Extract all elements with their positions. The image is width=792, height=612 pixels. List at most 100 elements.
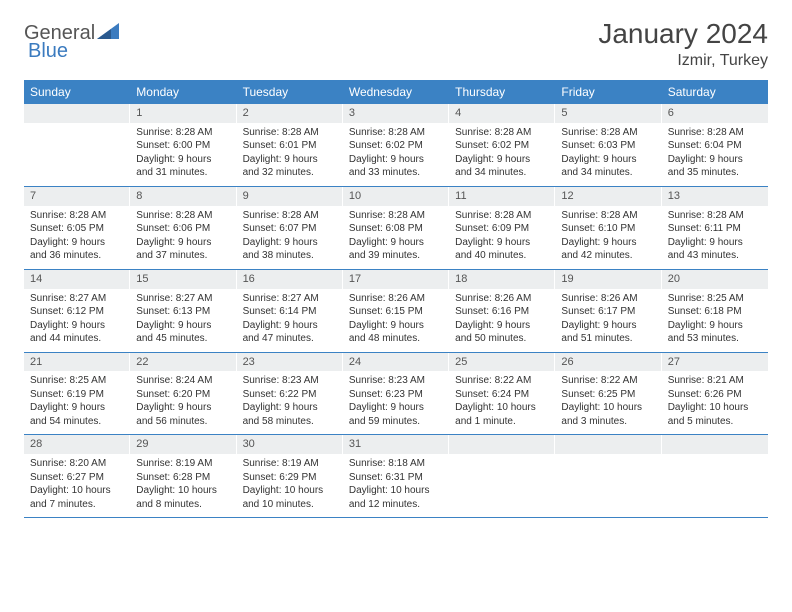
day-number: 21 <box>24 353 130 372</box>
day-cell: 9Sunrise: 8:28 AMSunset: 6:07 PMDaylight… <box>237 187 343 269</box>
day-body <box>555 454 661 463</box>
day-cell: 29Sunrise: 8:19 AMSunset: 6:28 PMDayligh… <box>130 435 236 517</box>
day-number: 31 <box>343 435 449 454</box>
sunset-text: Sunset: 6:29 PM <box>243 471 337 485</box>
sunset-text: Sunset: 6:31 PM <box>349 471 443 485</box>
day-cell: 21Sunrise: 8:25 AMSunset: 6:19 PMDayligh… <box>24 353 130 435</box>
sunset-text: Sunset: 6:12 PM <box>30 305 124 319</box>
sunset-text: Sunset: 6:11 PM <box>668 222 762 236</box>
daylight-text: Daylight: 9 hours and 47 minutes. <box>243 319 337 346</box>
sunset-text: Sunset: 6:05 PM <box>30 222 124 236</box>
day-body: Sunrise: 8:25 AMSunset: 6:19 PMDaylight:… <box>24 371 130 434</box>
day-body: Sunrise: 8:19 AMSunset: 6:29 PMDaylight:… <box>237 454 343 517</box>
day-cell: 18Sunrise: 8:26 AMSunset: 6:16 PMDayligh… <box>449 270 555 352</box>
day-number: 7 <box>24 187 130 206</box>
sunrise-text: Sunrise: 8:28 AM <box>455 209 549 223</box>
location: Izmir, Turkey <box>598 52 768 70</box>
day-cell: 2Sunrise: 8:28 AMSunset: 6:01 PMDaylight… <box>237 104 343 186</box>
dow-cell: Thursday <box>449 80 555 104</box>
day-body: Sunrise: 8:22 AMSunset: 6:24 PMDaylight:… <box>449 371 555 434</box>
daylight-text: Daylight: 9 hours and 31 minutes. <box>136 153 230 180</box>
day-number: 29 <box>130 435 236 454</box>
day-body <box>24 123 130 132</box>
week-row: 14Sunrise: 8:27 AMSunset: 6:12 PMDayligh… <box>24 270 768 353</box>
day-cell: 5Sunrise: 8:28 AMSunset: 6:03 PMDaylight… <box>555 104 661 186</box>
day-number: 13 <box>662 187 768 206</box>
day-body: Sunrise: 8:28 AMSunset: 6:07 PMDaylight:… <box>237 206 343 269</box>
sunrise-text: Sunrise: 8:19 AM <box>243 457 337 471</box>
dow-cell: Friday <box>555 80 661 104</box>
day-cell: 28Sunrise: 8:20 AMSunset: 6:27 PMDayligh… <box>24 435 130 517</box>
sunset-text: Sunset: 6:08 PM <box>349 222 443 236</box>
sunrise-text: Sunrise: 8:19 AM <box>136 457 230 471</box>
day-body: Sunrise: 8:20 AMSunset: 6:27 PMDaylight:… <box>24 454 130 517</box>
logo-text-2-wrap: Blue <box>28 40 68 63</box>
sunrise-text: Sunrise: 8:28 AM <box>561 126 655 140</box>
month-title: January 2024 <box>598 18 768 50</box>
daylight-text: Daylight: 10 hours and 12 minutes. <box>349 484 443 511</box>
day-cell <box>24 104 130 186</box>
sunset-text: Sunset: 6:10 PM <box>561 222 655 236</box>
title-block: January 2024 Izmir, Turkey <box>598 18 768 70</box>
sunset-text: Sunset: 6:22 PM <box>243 388 337 402</box>
day-number <box>662 435 768 454</box>
week-row: 1Sunrise: 8:28 AMSunset: 6:00 PMDaylight… <box>24 104 768 187</box>
sunset-text: Sunset: 6:17 PM <box>561 305 655 319</box>
day-cell: 19Sunrise: 8:26 AMSunset: 6:17 PMDayligh… <box>555 270 661 352</box>
triangle-icon <box>97 23 119 44</box>
day-number: 5 <box>555 104 661 123</box>
day-cell: 13Sunrise: 8:28 AMSunset: 6:11 PMDayligh… <box>662 187 768 269</box>
sunrise-text: Sunrise: 8:23 AM <box>349 374 443 388</box>
daylight-text: Daylight: 9 hours and 35 minutes. <box>668 153 762 180</box>
day-cell: 22Sunrise: 8:24 AMSunset: 6:20 PMDayligh… <box>130 353 236 435</box>
sunset-text: Sunset: 6:23 PM <box>349 388 443 402</box>
daylight-text: Daylight: 9 hours and 38 minutes. <box>243 236 337 263</box>
sunrise-text: Sunrise: 8:27 AM <box>136 292 230 306</box>
day-body: Sunrise: 8:21 AMSunset: 6:26 PMDaylight:… <box>662 371 768 434</box>
daylight-text: Daylight: 10 hours and 1 minute. <box>455 401 549 428</box>
day-body: Sunrise: 8:26 AMSunset: 6:16 PMDaylight:… <box>449 289 555 352</box>
daylight-text: Daylight: 10 hours and 7 minutes. <box>30 484 124 511</box>
day-number: 8 <box>130 187 236 206</box>
daylight-text: Daylight: 9 hours and 42 minutes. <box>561 236 655 263</box>
day-number: 10 <box>343 187 449 206</box>
daylight-text: Daylight: 9 hours and 40 minutes. <box>455 236 549 263</box>
day-body: Sunrise: 8:26 AMSunset: 6:15 PMDaylight:… <box>343 289 449 352</box>
day-number: 9 <box>237 187 343 206</box>
sunrise-text: Sunrise: 8:28 AM <box>455 126 549 140</box>
daylight-text: Daylight: 9 hours and 36 minutes. <box>30 236 124 263</box>
daylight-text: Daylight: 9 hours and 43 minutes. <box>668 236 762 263</box>
day-number: 2 <box>237 104 343 123</box>
daylight-text: Daylight: 9 hours and 51 minutes. <box>561 319 655 346</box>
day-body: Sunrise: 8:28 AMSunset: 6:00 PMDaylight:… <box>130 123 236 186</box>
day-cell: 27Sunrise: 8:21 AMSunset: 6:26 PMDayligh… <box>662 353 768 435</box>
day-body: Sunrise: 8:27 AMSunset: 6:14 PMDaylight:… <box>237 289 343 352</box>
sunrise-text: Sunrise: 8:22 AM <box>561 374 655 388</box>
week-row: 21Sunrise: 8:25 AMSunset: 6:19 PMDayligh… <box>24 353 768 436</box>
sunrise-text: Sunrise: 8:28 AM <box>136 126 230 140</box>
day-number: 4 <box>449 104 555 123</box>
day-body: Sunrise: 8:28 AMSunset: 6:05 PMDaylight:… <box>24 206 130 269</box>
day-cell: 17Sunrise: 8:26 AMSunset: 6:15 PMDayligh… <box>343 270 449 352</box>
daylight-text: Daylight: 9 hours and 58 minutes. <box>243 401 337 428</box>
sunset-text: Sunset: 6:15 PM <box>349 305 443 319</box>
daylight-text: Daylight: 9 hours and 56 minutes. <box>136 401 230 428</box>
sunrise-text: Sunrise: 8:26 AM <box>561 292 655 306</box>
sunset-text: Sunset: 6:09 PM <box>455 222 549 236</box>
day-body: Sunrise: 8:28 AMSunset: 6:06 PMDaylight:… <box>130 206 236 269</box>
day-number <box>555 435 661 454</box>
sunset-text: Sunset: 6:26 PM <box>668 388 762 402</box>
day-cell: 23Sunrise: 8:23 AMSunset: 6:22 PMDayligh… <box>237 353 343 435</box>
day-cell <box>662 435 768 517</box>
sunrise-text: Sunrise: 8:27 AM <box>30 292 124 306</box>
sunrise-text: Sunrise: 8:22 AM <box>455 374 549 388</box>
daylight-text: Daylight: 9 hours and 32 minutes. <box>243 153 337 180</box>
day-cell: 31Sunrise: 8:18 AMSunset: 6:31 PMDayligh… <box>343 435 449 517</box>
week-row: 7Sunrise: 8:28 AMSunset: 6:05 PMDaylight… <box>24 187 768 270</box>
sunrise-text: Sunrise: 8:23 AM <box>243 374 337 388</box>
day-number: 3 <box>343 104 449 123</box>
daylight-text: Daylight: 9 hours and 54 minutes. <box>30 401 124 428</box>
day-cell: 8Sunrise: 8:28 AMSunset: 6:06 PMDaylight… <box>130 187 236 269</box>
day-number: 11 <box>449 187 555 206</box>
daylight-text: Daylight: 9 hours and 53 minutes. <box>668 319 762 346</box>
